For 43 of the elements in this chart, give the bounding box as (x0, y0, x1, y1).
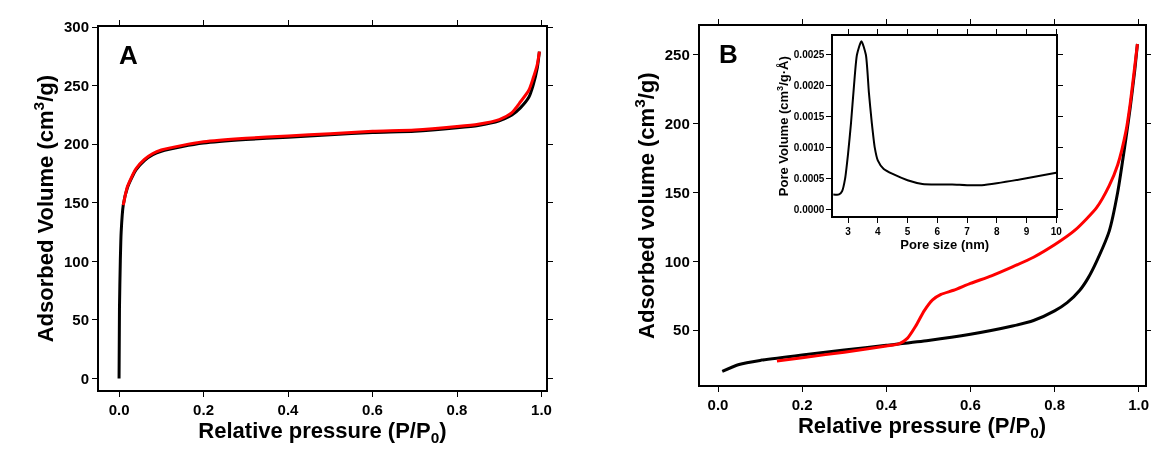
x-tick-label: 5 (904, 225, 911, 237)
y-tick-label: 250 (664, 46, 690, 64)
y-tick-label: 200 (63, 135, 90, 153)
y-tick-label: 200 (664, 115, 690, 133)
x-tick-label: 0.2 (193, 400, 214, 418)
x-tick-label: 0.8 (446, 400, 468, 418)
x-tick-label: 8 (993, 225, 1000, 237)
y-tick-label: 100 (63, 252, 90, 270)
x-tick-label: 0.6 (362, 400, 383, 418)
y-tick-label: 50 (72, 311, 90, 329)
y-tick-label: 150 (664, 183, 690, 201)
y-tick-label: 0.0000 (793, 204, 825, 216)
x-tick-label: 0.2 (791, 395, 813, 413)
x-tick-label: 0.6 (959, 395, 981, 413)
x-tick-label: 0.0 (707, 395, 729, 413)
y-tick-label: 250 (63, 76, 90, 94)
x-tick-label: 3 (845, 225, 852, 237)
y-tick-label: 150 (63, 194, 90, 212)
x-tick-label: 6 (934, 225, 941, 237)
x-tick-label: 7 (964, 225, 971, 237)
x-axis-title: Pore size (nm) (900, 236, 990, 252)
y-tick-label: 100 (664, 252, 690, 270)
x-tick-label: 9 (1023, 225, 1030, 237)
y-tick-label: 0.0005 (793, 173, 825, 185)
y-tick-label: 0.0025 (793, 49, 825, 61)
annotation: B (719, 39, 738, 69)
y-tick-label: 0 (80, 369, 90, 387)
y-tick-label: 300 (63, 18, 90, 36)
x-tick-label: 1.0 (531, 400, 552, 418)
y-tick-label: 0.0010 (793, 142, 825, 154)
y-tick-label: 0.0015 (793, 111, 825, 123)
x-tick-label: 4 (874, 225, 881, 237)
x-tick-label: 0.4 (277, 400, 300, 418)
x-tick-label: 10 (1050, 225, 1063, 237)
x-tick-label: 0.8 (1044, 395, 1065, 413)
x-axis-title: Relative pressure (P/P$_{0}$) (797, 412, 1047, 441)
annotation: A (119, 40, 138, 70)
y-tick-label: 50 (673, 321, 690, 339)
x-tick-label: 1.0 (1128, 395, 1150, 413)
x-axis-title: Relative pressure (P/P$_{0}$) (198, 417, 447, 446)
x-tick-label: 0.4 (875, 395, 898, 413)
y-tick-label: 0.0020 (793, 80, 825, 92)
x-tick-label: 0.0 (108, 400, 130, 418)
